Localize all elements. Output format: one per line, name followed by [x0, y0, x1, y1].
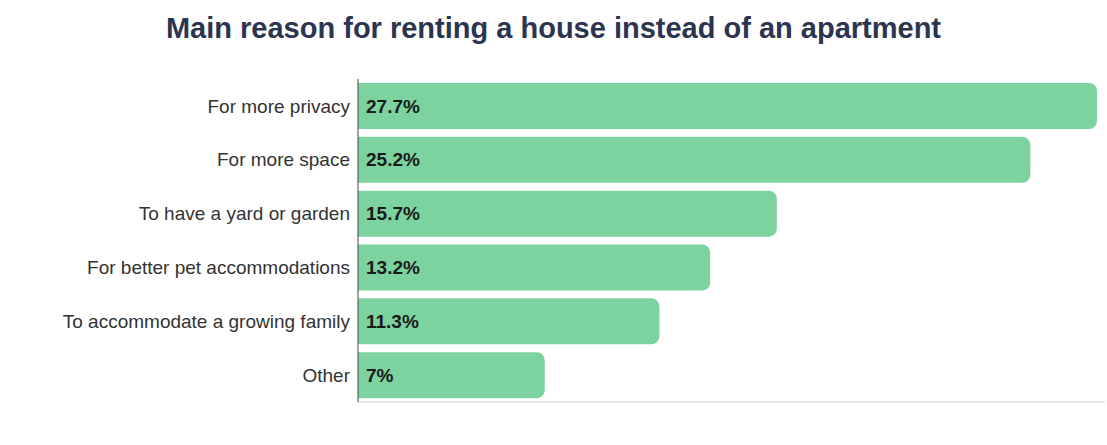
svg-text:11.3%: 11.3% [366, 311, 419, 332]
svg-text:27.7%: 27.7% [366, 96, 420, 117]
svg-text:25.2%: 25.2% [366, 149, 420, 170]
svg-text:15.7%: 15.7% [366, 203, 420, 224]
svg-text:Other: Other [302, 365, 350, 386]
svg-text:For more space: For more space [217, 149, 350, 170]
svg-text:To have a yard or garden: To have a yard or garden [139, 203, 350, 224]
html-text:Main reason for renting a hous: Main reason for renting a house instead … [166, 12, 941, 44]
svg-text:7%: 7% [366, 365, 394, 386]
svg-text:To accommodate a growing famil: To accommodate a growing family [63, 311, 351, 332]
svg-text:13.2%: 13.2% [366, 257, 420, 278]
svg-text:For better pet accommodations: For better pet accommodations [87, 257, 350, 278]
svg-text:For more privacy: For more privacy [207, 96, 350, 117]
